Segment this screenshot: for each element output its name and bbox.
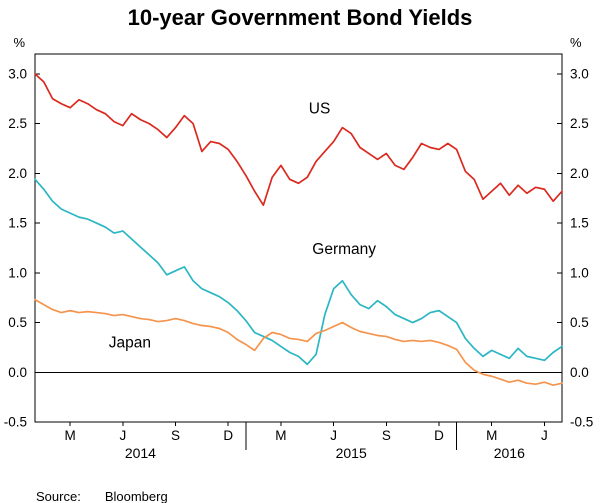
unit-label-right: % <box>570 35 582 50</box>
y-axis-right: -0.5 0.0 0.5 1.0 1.5 2.0 2.5 3.0 <box>557 66 593 430</box>
source-label: Source: <box>36 489 81 503</box>
chart-title: 10-year Government Bond Yields <box>127 5 473 30</box>
source-value: Bloomberg <box>104 489 168 503</box>
y-tick-label-right: 1.5 <box>570 216 589 231</box>
x-tick-label: D <box>223 428 233 443</box>
y-tick-label-right: 3.0 <box>570 66 589 81</box>
x-tick-label: J <box>330 428 337 443</box>
x-tick-label: M <box>65 428 76 443</box>
source-line: Source: Bloomberg <box>0 489 600 503</box>
germany-series-label: Germany <box>312 241 376 258</box>
japan-series-label: Japan <box>109 334 151 351</box>
x-tick-label: J <box>541 428 548 443</box>
y-tick-label-left: 3.0 <box>8 66 27 81</box>
plot-frame <box>34 53 563 423</box>
y-tick-label-left: 0.5 <box>8 315 27 330</box>
x-tick-label: S <box>171 428 180 443</box>
x-tick-label: M <box>275 428 286 443</box>
x-tick-label: D <box>434 428 444 443</box>
y-tick-label-left: 1.5 <box>8 216 27 231</box>
y-tick-label-left: 0.0 <box>8 365 27 380</box>
year-label: 2015 <box>336 445 367 461</box>
unit-label-left: % <box>13 35 25 50</box>
y-tick-label-left: -0.5 <box>4 415 27 430</box>
bond-yields-chart: -0.5 0.0 0.5 1.0 1.5 2.0 2.5 3.0 -0.5 0.0 0.5 1.0 1.… <box>4 35 594 461</box>
y-tick-label-right: 0.5 <box>570 315 589 330</box>
y-tick-label-right: 1.0 <box>570 265 589 280</box>
x-tick-label: J <box>119 428 126 443</box>
x-tick-label: S <box>382 428 391 443</box>
y-tick-label-left: 1.0 <box>8 265 27 280</box>
us-series-label: US <box>309 101 331 118</box>
y-tick-label-right: 2.5 <box>570 116 589 131</box>
year-label: 2014 <box>125 445 156 461</box>
year-label: 2016 <box>494 445 525 461</box>
us-line <box>34 73 563 207</box>
germany-line <box>34 178 563 366</box>
x-tick-label: M <box>486 428 497 443</box>
y-tick-label-left: 2.0 <box>8 166 27 181</box>
y-tick-label-right: -0.5 <box>570 415 593 430</box>
y-tick-label-left: 2.5 <box>8 116 27 131</box>
x-axis: M J S D M J S D M J 2014 2015 2016 <box>65 422 548 461</box>
y-axis-left: -0.5 0.0 0.5 1.0 1.5 2.0 2.5 3.0 <box>4 66 40 430</box>
japan-line <box>34 298 563 387</box>
y-tick-label-right: 2.0 <box>570 166 589 181</box>
y-tick-label-right: 0.0 <box>570 365 589 380</box>
